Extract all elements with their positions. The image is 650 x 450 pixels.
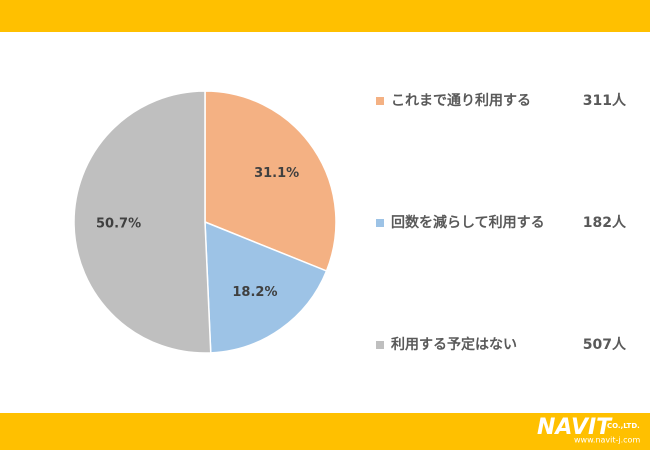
legend-swatch <box>376 97 384 105</box>
legend-count: 507人 <box>583 336 627 353</box>
data-label: 50.7% <box>96 216 141 231</box>
pie-slice <box>204 90 337 272</box>
top-band <box>0 0 650 32</box>
data-label: 18.2% <box>232 285 277 300</box>
legend-label: これまで通り利用する <box>391 92 531 109</box>
logo: NAVIT <box>537 415 613 440</box>
legend-count: 311人 <box>583 92 627 109</box>
legend-swatch <box>376 219 384 227</box>
legend-label: 利用する予定はない <box>391 336 517 353</box>
legend-count: 182人 <box>583 214 627 231</box>
data-label: 31.1% <box>254 166 299 181</box>
legend-swatch <box>376 341 384 349</box>
pie-slice <box>73 90 212 354</box>
pie-slice <box>204 220 328 354</box>
bottom-band <box>0 413 650 450</box>
company: CO.,LTD. <box>607 422 640 430</box>
url: www.navit-j.com <box>574 436 640 445</box>
legend-label: 回数を減らして利用する <box>391 214 545 231</box>
